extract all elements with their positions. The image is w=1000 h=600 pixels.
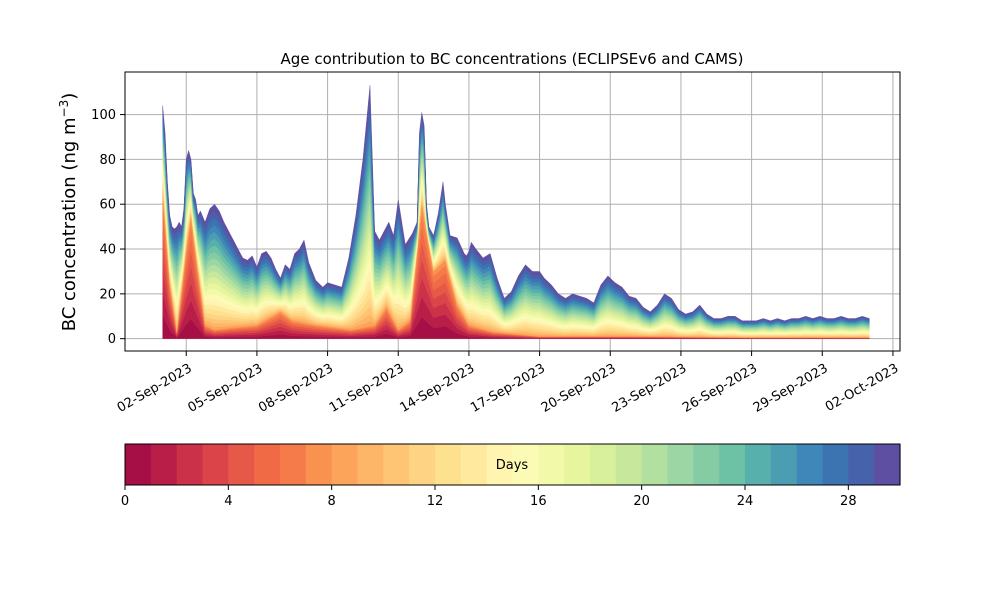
colorbar-bin — [770, 444, 798, 485]
chart-title: Age contribution to BC concentrations (E… — [281, 50, 744, 68]
x-tick-label: 05-Sep-2023 — [185, 361, 265, 416]
y-tick-label: 20 — [99, 287, 116, 302]
colorbar-bin — [822, 444, 849, 485]
colorbar-tick-label: 8 — [328, 494, 336, 509]
stacked-areas — [162, 85, 870, 339]
colorbar-tick-label: 20 — [633, 494, 650, 509]
colorbar-bin — [590, 444, 617, 485]
y-tick-label: 40 — [99, 243, 116, 258]
x-tick-label: 29-Sep-2023 — [751, 361, 831, 416]
x-tick-label: 02-Sep-2023 — [115, 361, 195, 416]
colorbar-bin — [719, 444, 746, 485]
colorbar-bin — [305, 444, 333, 485]
y-axis-label: BC concentration (ng m−3) — [57, 93, 80, 332]
x-axis: 02-Sep-202305-Sep-202308-Sep-202311-Sep-… — [115, 351, 901, 416]
age-band-29 — [162, 85, 870, 322]
colorbar-bin — [641, 444, 669, 485]
colorbar-bin — [383, 444, 410, 485]
colorbar-bin — [693, 444, 720, 485]
colorbar-bin — [202, 444, 229, 485]
x-tick-label: 02-Oct-2023 — [823, 361, 901, 415]
colorbar-tick-label: 0 — [121, 494, 129, 509]
colorbar-bin — [176, 444, 204, 485]
x-tick-label: 14-Sep-2023 — [397, 361, 477, 416]
colorbar-bin — [796, 444, 824, 485]
x-tick-label: 08-Sep-2023 — [256, 361, 336, 416]
colorbar-tick-label: 28 — [840, 494, 857, 509]
colorbar-tick-label: 4 — [224, 494, 232, 509]
colorbar-bin — [228, 444, 255, 485]
y-tick-label: 80 — [99, 153, 116, 168]
colorbar-tick-label: 16 — [530, 494, 547, 509]
x-tick-label: 17-Sep-2023 — [468, 361, 548, 416]
colorbar-bin — [667, 444, 694, 485]
y-axis-label-superscript: −3 — [57, 100, 71, 118]
colorbar-bin — [512, 444, 539, 485]
y-axis-label-close: ) — [59, 93, 80, 100]
colorbar-bin — [150, 444, 178, 485]
colorbar-label: Days — [496, 458, 529, 473]
plot-frame — [124, 71, 901, 352]
x-tick-label: 11-Sep-2023 — [327, 361, 407, 416]
colorbar-bin — [254, 444, 281, 485]
colorbar-tick-label: 12 — [427, 494, 444, 509]
colorbar-bin — [125, 444, 152, 485]
y-tick-label: 100 — [91, 108, 116, 123]
colorbar-bin — [331, 444, 359, 485]
x-tick-label: 26-Sep-2023 — [680, 361, 760, 416]
colorbar-bin — [460, 444, 488, 485]
colorbar: 0 4 8 12 16 20 24 28 — [121, 443, 901, 509]
y-axis-label-main: BC concentration (ng m — [59, 117, 80, 331]
colorbar-bin — [615, 444, 643, 485]
colorbar-bin — [435, 444, 462, 485]
colorbar-bin — [357, 444, 384, 485]
colorbar-bin — [848, 444, 875, 485]
y-axis: 0 20 40 60 80 100 — [91, 108, 125, 347]
colorbar-frame — [124, 443, 901, 486]
colorbar-bin — [874, 444, 901, 485]
colorbar-tick-label: 24 — [737, 494, 754, 509]
colorbar-bin — [564, 444, 591, 485]
colorbar-bin — [538, 444, 565, 485]
x-tick-label: 20-Sep-2023 — [539, 361, 619, 416]
colorbar-bin — [409, 444, 436, 485]
y-tick-label: 60 — [99, 198, 116, 213]
colorbar-bin — [745, 444, 772, 485]
colorbar-bin — [486, 444, 514, 485]
y-tick-label: 0 — [108, 332, 116, 347]
x-tick-label: 23-Sep-2023 — [609, 361, 689, 416]
colorbar-bin — [280, 444, 307, 485]
